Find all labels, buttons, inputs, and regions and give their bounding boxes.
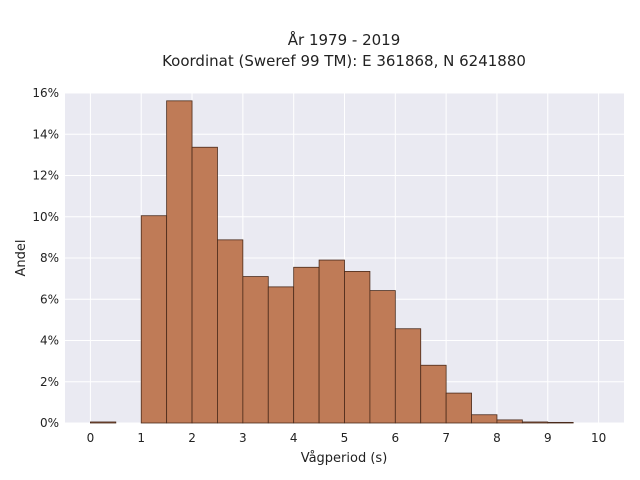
x-tick-label: 2 (188, 431, 196, 445)
histogram-bar (547, 421, 574, 424)
x-tick-label: 0 (87, 431, 95, 445)
y-tick-labels: 0% 2% 4% 6% 8% 10% 12% 14% 16% (32, 86, 59, 430)
histogram-bar (496, 419, 523, 424)
chart-title-line-1: År 1979 - 2019 (288, 30, 401, 49)
x-tick-label: 6 (391, 431, 399, 445)
histogram-bar (420, 364, 447, 424)
histogram-bar (521, 421, 549, 424)
x-tick-label: 8 (493, 431, 501, 445)
histogram-bar (471, 414, 498, 424)
x-tick-label: 10 (591, 431, 606, 445)
histogram-bar (445, 392, 472, 424)
x-tick-label: 5 (341, 431, 349, 445)
y-tick-label: 8% (40, 251, 59, 265)
y-axis-label: Andel (14, 240, 29, 277)
y-tick-label: 4% (40, 334, 59, 348)
histogram-bar (140, 215, 168, 424)
x-tick-label: 7 (442, 431, 450, 445)
histogram-bar (318, 259, 345, 424)
histogram-bar (90, 421, 117, 424)
y-tick-label: 12% (32, 169, 59, 183)
histogram-bar (242, 276, 269, 424)
y-tick-label: 0% (40, 416, 59, 430)
y-tick-label: 2% (40, 375, 59, 389)
x-tick-label: 4 (290, 431, 298, 445)
histogram-bar (191, 146, 218, 424)
y-tick-label: 16% (32, 86, 59, 100)
histogram-bar (369, 290, 396, 424)
histogram-bar (394, 328, 422, 424)
histogram-bar (267, 286, 295, 424)
chart-title-line-2: Koordinat (Sweref 99 TM): E 361868, N 62… (162, 52, 526, 70)
y-tick-label: 10% (32, 210, 59, 224)
y-tick-label: 6% (40, 292, 59, 306)
x-tick-label: 1 (137, 431, 145, 445)
histogram-bars (90, 100, 574, 424)
histogram-bar (344, 271, 371, 424)
x-tick-label: 3 (239, 431, 247, 445)
histogram-bar (217, 239, 244, 424)
x-tick-label: 9 (544, 431, 552, 445)
x-axis-label: Vågperiod (s) (301, 451, 388, 466)
y-tick-label: 14% (32, 127, 59, 141)
histogram-bar (293, 266, 320, 424)
histogram-bar (166, 100, 193, 424)
x-tick-labels: 0 1 2 3 4 5 6 7 8 9 10 (87, 431, 607, 445)
